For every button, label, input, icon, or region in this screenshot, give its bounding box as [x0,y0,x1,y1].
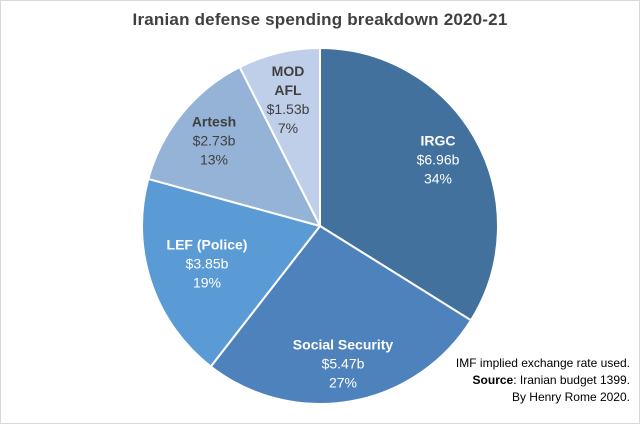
slice-percent: 27% [328,374,358,391]
slice-percent: 7% [277,120,299,136]
slice-value: $2.73b [192,132,236,149]
pie-slice-social-security [209,224,473,405]
slice-label-irgc: IRGC $6.96b 34% [417,132,460,189]
slice-value: $6.96b [416,151,460,168]
slice-label-artesh: Artesh $2.73b 13% [192,113,236,170]
exchange-rate-note: IMF implied exchange rate used. [455,356,630,370]
slice-percent: 34% [423,170,453,187]
slice-percent: 19% [192,274,222,291]
slice-name: IRGC [420,132,456,149]
chart-notes: IMF implied exchange rate used. Source: … [456,355,630,406]
chart-title: Iranian defense spending breakdown 2020-… [132,10,508,29]
slice-percent: 13% [199,151,229,168]
slice-value: $1.53b [266,101,310,117]
slice-name-line2: AFL [274,82,302,98]
slice-label-lef-police: LEF (Police) $3.85b 19% [167,236,248,293]
author-note: By Henry Rome 2020. [511,390,630,404]
slice-value: $5.47b [321,355,365,372]
source-note: Source: Iranian budget 1399. [456,372,630,389]
slice-name: Social Security [292,336,394,353]
slice-label-social-security: Social Security $5.47b 27% [293,336,393,393]
slice-value: $3.85b [185,255,229,272]
pie-slice-irgc [319,46,499,322]
slice-name: Artesh [191,113,237,130]
pie-slice-mod-afl [238,46,321,227]
slice-label-mod-afl: MOD AFL $1.53b 7% [267,62,310,138]
slice-name: LEF (Police) [166,236,248,253]
slice-name-line1: MOD [271,63,305,79]
source-label: Source [472,373,514,387]
pie-slice-lef-police [141,177,322,368]
pie-slice-artesh [147,65,322,228]
source-text: : Iranian budget 1399. [513,373,630,387]
